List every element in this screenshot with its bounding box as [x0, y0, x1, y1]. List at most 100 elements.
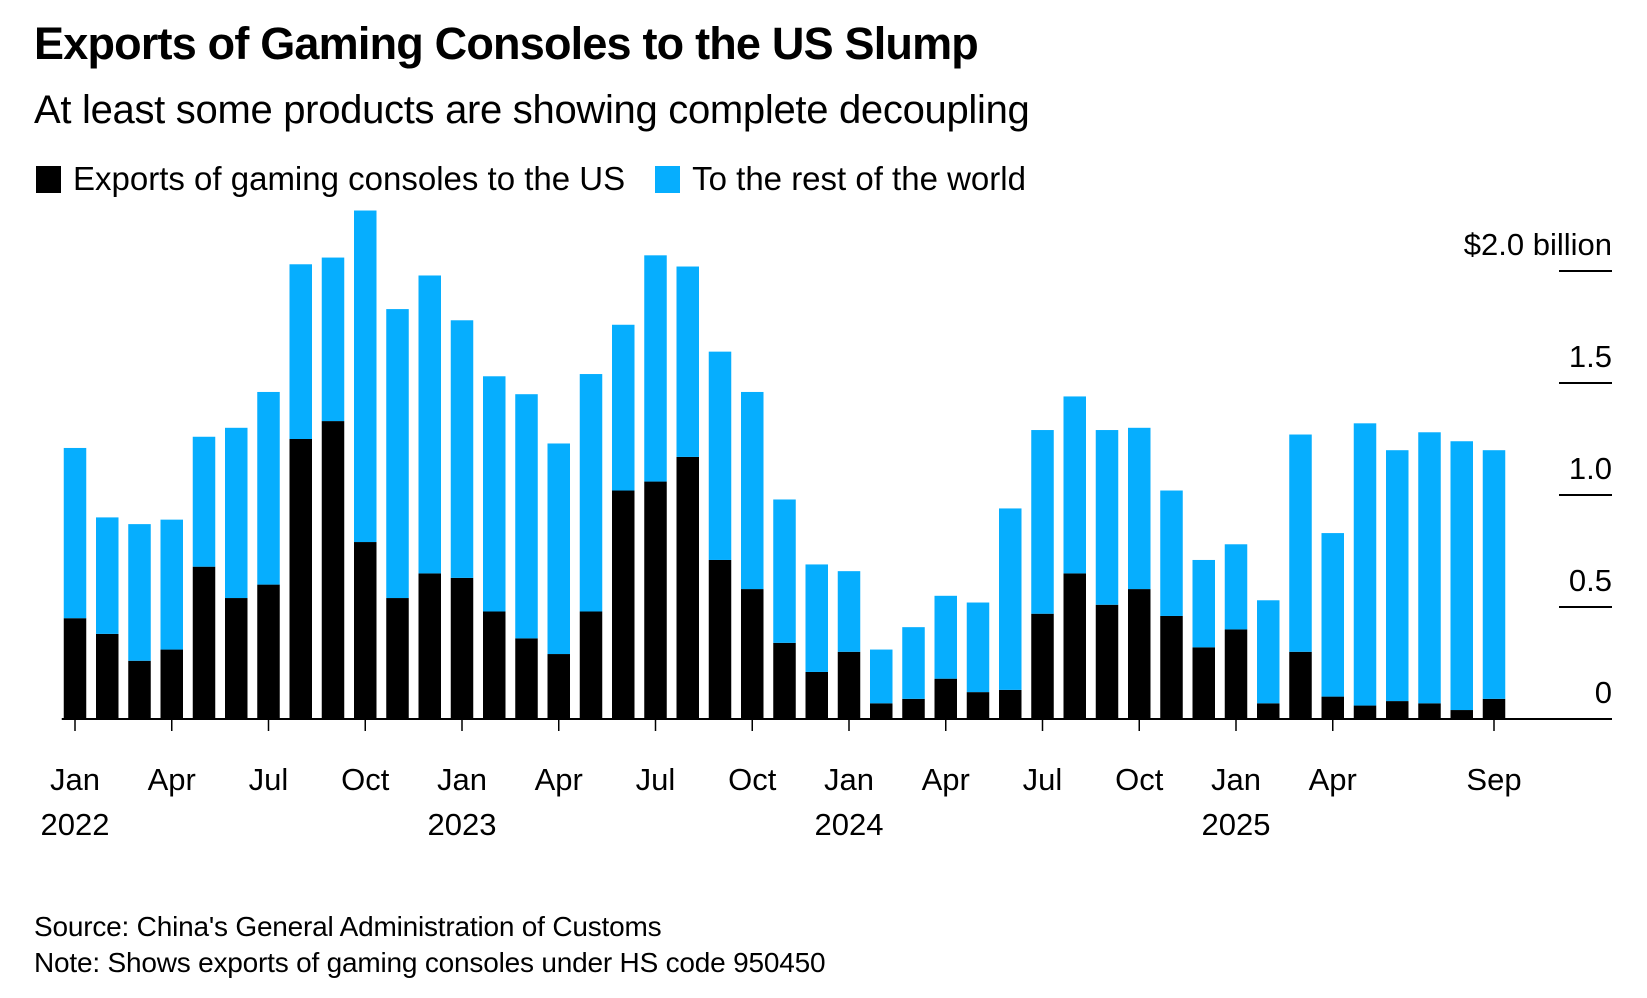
x-tick-label-year: 2024: [815, 807, 884, 842]
bar-rest-of-world-2025-02: [1257, 600, 1280, 704]
y-axis: 0 0.5 1.0 1.5 $2.0 billion: [1464, 227, 1612, 710]
bar-rest-of-world-2025-03: [1289, 434, 1312, 652]
bar-rest-of-world-2025-05: [1353, 423, 1377, 706]
x-tick-label-month: Oct: [341, 762, 390, 797]
bar-rest-of-world-2024-05: [966, 602, 990, 693]
x-tick-label-month: Apr: [922, 762, 970, 797]
bar-rest-of-world-2024-07: [1031, 430, 1054, 614]
x-tick-label-month: Apr: [535, 762, 583, 797]
bar-rest-of-world-2022-06: [225, 427, 248, 599]
bar-rest-of-world-2025-09: [1482, 450, 1506, 699]
bar-us-2022-12: [418, 573, 441, 719]
bar-rest-of-world-2022-05: [192, 436, 216, 567]
footnote: Note: Shows exports of gaming consoles u…: [34, 947, 826, 978]
bar-us-2024-09: [1095, 604, 1119, 719]
bar-us-2022-10: [354, 542, 377, 719]
bar-us-2022-11: [386, 598, 409, 719]
bar-us-2023-06: [612, 490, 635, 719]
x-tick-label-month: Jul: [249, 762, 289, 797]
legend-label-us: Exports of gaming consoles to the US: [73, 160, 626, 197]
source-note: Source: China's General Administration o…: [34, 911, 662, 942]
bar-rest-of-world-2025-06: [1386, 450, 1409, 702]
chart-subtitle: At least some products are showing compl…: [34, 88, 1030, 132]
bar-rest-of-world-2024-06: [999, 508, 1022, 690]
x-tick-label-month: Apr: [1309, 762, 1357, 797]
bar-rest-of-world-2024-02: [870, 649, 893, 704]
bar-us-2025-06: [1386, 701, 1409, 719]
bar-us-2024-06: [999, 689, 1022, 719]
bar-us-2023-11: [773, 642, 796, 719]
bar-rest-of-world-2025-01: [1224, 544, 1248, 630]
bar-rest-of-world-2024-01: [837, 571, 861, 652]
bar-rest-of-world-2022-10: [354, 210, 377, 543]
x-tick-label-month: Jan: [1211, 762, 1261, 797]
bar-us-2022-01: [63, 618, 87, 719]
bars-group: [63, 210, 1506, 719]
bar-us-2025-01: [1224, 629, 1248, 719]
legend-item-rest-of-world: To the rest of the world: [655, 160, 1026, 198]
bar-us-2023-07: [644, 481, 667, 719]
legend-swatch-rest-of-world: [655, 165, 681, 193]
bar-us-2024-11: [1160, 615, 1183, 719]
bar-rest-of-world-2023-06: [612, 324, 635, 491]
y-tick-label: $2.0 billion: [1464, 227, 1612, 262]
chart-title: Exports of Gaming Consoles to the US Slu…: [34, 18, 979, 69]
bar-us-2023-08: [676, 456, 699, 719]
bar-us-2025-08: [1450, 710, 1473, 719]
x-tick-label-month: Jul: [636, 762, 676, 797]
x-tick-label-year: 2022: [41, 807, 110, 842]
bar-rest-of-world-2023-05: [579, 374, 603, 612]
bar-rest-of-world-2024-03: [902, 627, 925, 699]
bar-us-2024-04: [934, 678, 957, 719]
bar-rest-of-world-2024-11: [1160, 490, 1183, 616]
bar-us-2024-10: [1128, 589, 1151, 719]
bar-rest-of-world-2022-01: [63, 447, 87, 619]
bar-us-2023-05: [579, 611, 603, 719]
bar-us-2022-08: [289, 439, 312, 719]
bar-us-2023-04: [547, 654, 570, 719]
legend-swatch-us: [36, 165, 61, 193]
bar-us-2024-02: [870, 703, 893, 719]
bar-us-2025-03: [1289, 651, 1312, 719]
legend: Exports of gaming consoles to the US To …: [36, 160, 1056, 198]
bar-us-2023-10: [741, 589, 764, 719]
bar-rest-of-world-2023-11: [773, 499, 796, 643]
bar-us-2023-01: [450, 577, 474, 719]
bar-rest-of-world-2024-04: [934, 595, 957, 679]
legend-label-rest-of-world: To the rest of the world: [692, 160, 1026, 197]
bar-us-2025-09: [1482, 698, 1506, 719]
x-tick-label-month: Jan: [437, 762, 487, 797]
bar-us-2025-07: [1418, 703, 1441, 719]
bar-rest-of-world-2025-07: [1418, 432, 1441, 704]
bar-us-2022-09: [321, 421, 345, 719]
bar-rest-of-world-2022-07: [257, 391, 280, 585]
bar-us-2024-07: [1031, 613, 1054, 719]
x-tick-label-month: Jul: [1023, 762, 1063, 797]
bar-rest-of-world-2022-12: [418, 275, 441, 574]
x-tick-label-month: Oct: [1115, 762, 1164, 797]
bar-us-2025-04: [1321, 696, 1344, 719]
bar-rest-of-world-2023-03: [515, 394, 538, 639]
x-tick-label-month: Sep: [1466, 762, 1521, 797]
bar-us-2024-08: [1063, 573, 1086, 719]
y-tick-label: 0: [1595, 675, 1612, 710]
bar-rest-of-world-2022-03: [128, 524, 151, 661]
bar-us-2022-02: [96, 633, 119, 719]
y-tick-label: 1.5: [1569, 339, 1612, 374]
x-tick-label-month: Jan: [824, 762, 874, 797]
bar-rest-of-world-2022-08: [289, 264, 312, 439]
bar-us-2022-06: [225, 598, 248, 719]
bar-us-2023-02: [483, 611, 506, 719]
bar-us-2025-02: [1257, 703, 1280, 719]
bar-us-2024-03: [902, 698, 925, 719]
bar-rest-of-world-2023-07: [644, 255, 667, 482]
bar-rest-of-world-2023-04: [547, 443, 570, 655]
y-tick-label: 1.0: [1569, 451, 1612, 486]
bar-rest-of-world-2022-09: [321, 257, 345, 422]
x-tick-label-month: Jan: [50, 762, 100, 797]
bar-us-2024-12: [1192, 647, 1215, 719]
bar-us-2024-01: [837, 651, 861, 719]
x-axis: Jan 2022 Apr Jul Oct Jan 2023 Apr Jul Oct Jan 2024 A…: [41, 718, 1612, 842]
bar-rest-of-world-2023-08: [676, 266, 699, 457]
